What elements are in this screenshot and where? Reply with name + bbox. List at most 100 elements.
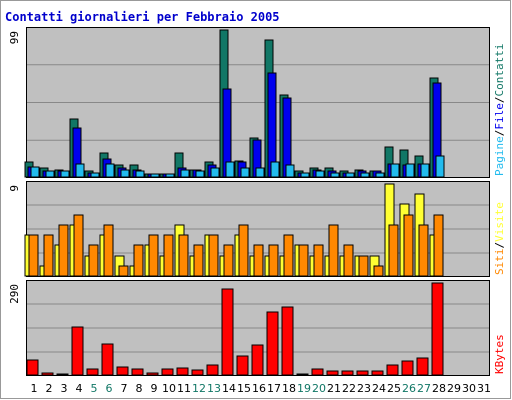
x-tick-label-day-9: 9 [151, 382, 158, 395]
bar-bottom-kbytes-day-7 [116, 366, 129, 376]
bar-middle-siti-day-22 [343, 244, 354, 277]
bar-bottom-kbytes-day-16 [251, 344, 264, 376]
bar-top-pagine-day-15 [240, 167, 250, 178]
x-tick-label-day-1: 1 [31, 382, 38, 395]
legend-entry-middle-2: Visite [493, 202, 506, 242]
bar-bottom-kbytes-day-25 [386, 364, 399, 376]
bar-middle-siti-day-20 [313, 244, 324, 277]
bar-top-pagine-day-14 [225, 161, 235, 178]
x-axis: 1 2 3 4 5 6 7 8 9 10 11 12 13 14 15 16 17 18 19 20 21 22 23 24 2… [31, 382, 492, 395]
bar-middle-siti-day-4 [73, 214, 84, 277]
bar-middle-siti-day-1 [28, 234, 39, 277]
x-tick-label-day-22: 22 [342, 382, 356, 395]
y-max-label-bottom: 290 [8, 284, 21, 304]
bar-top-pagine-day-28 [435, 155, 445, 178]
x-tick-label-day-8: 8 [136, 382, 143, 395]
bar-bottom-kbytes-day-4 [71, 326, 84, 376]
bar-top-pagine-day-9 [150, 173, 160, 178]
x-tick-label-day-4: 4 [76, 382, 83, 395]
bar-middle-siti-day-5 [88, 244, 99, 277]
bar-middle-siti-day-25 [388, 224, 399, 277]
legend-entry-top-4: Contatti [493, 44, 506, 97]
x-tick-label-day-18: 18 [282, 382, 296, 395]
x-tick-label-day-15: 15 [237, 382, 251, 395]
bar-top-pagine-day-27 [420, 163, 430, 178]
bar-middle-siti-day-2 [43, 234, 54, 277]
bar-bottom-kbytes-day-11 [176, 367, 189, 376]
bar-middle-siti-day-19 [298, 244, 309, 277]
x-tick-label-day-21: 21 [327, 382, 341, 395]
bar-top-file-day-17 [267, 72, 277, 178]
bar-top-pagine-day-12 [195, 170, 205, 178]
x-tick-label-day-17: 17 [267, 382, 281, 395]
bar-top-pagine-day-1 [30, 166, 40, 178]
bar-bottom-kbytes-day-23 [356, 370, 369, 376]
bar-bottom-kbytes-day-19 [296, 373, 309, 376]
bar-bottom-kbytes-day-17 [266, 311, 279, 376]
bar-bottom-kbytes-day-12 [191, 369, 204, 376]
bar-top-pagine-day-19 [300, 172, 310, 178]
x-tick-label-day-27: 27 [417, 382, 431, 395]
bar-middle-siti-day-14 [223, 244, 234, 277]
legend-entry-bottom-0: KBytes [493, 334, 506, 374]
bar-middle-siti-day-13 [208, 234, 219, 277]
bar-middle-siti-day-27 [418, 224, 429, 277]
bar-bottom-kbytes-day-24 [371, 370, 384, 376]
bar-middle-siti-day-8 [133, 244, 144, 277]
legend-entry-middle-1: / [493, 242, 506, 249]
legend-middle: Siti/Visite [493, 202, 506, 275]
bar-middle-siti-day-18 [283, 234, 294, 277]
bar-middle-siti-day-9 [148, 234, 159, 277]
x-tick-label-day-24: 24 [372, 382, 386, 395]
x-tick-label-day-28: 28 [432, 382, 446, 395]
bar-bottom-kbytes-day-14 [221, 288, 234, 376]
bar-top-pagine-day-6 [105, 163, 115, 178]
bar-middle-siti-day-24 [373, 265, 384, 277]
bar-bottom-kbytes-day-3 [56, 373, 69, 376]
bar-top-pagine-day-4 [75, 163, 85, 178]
x-tick-label-day-5: 5 [91, 382, 98, 395]
bar-top-pagine-day-5 [90, 172, 100, 178]
bar-bottom-kbytes-day-20 [311, 368, 324, 376]
x-tick-label-day-12: 12 [192, 382, 206, 395]
bar-top-pagine-day-20 [315, 170, 325, 178]
bar-bottom-kbytes-day-9 [146, 372, 159, 376]
bar-top-pagine-day-25 [390, 163, 400, 178]
bar-top-pagine-day-10 [165, 173, 175, 178]
bar-bottom-kbytes-day-1 [26, 359, 39, 376]
bar-top-pagine-day-3 [60, 170, 70, 178]
x-tick-label-day-16: 16 [252, 382, 266, 395]
panel-bottom: 290 KBytes [8, 280, 506, 376]
x-tick-label-day-31: 31 [477, 382, 491, 395]
x-tick-label-day-23: 23 [357, 382, 371, 395]
bar-middle-siti-day-11 [178, 234, 189, 277]
bar-bottom-kbytes-day-15 [236, 355, 249, 376]
x-tick-label-day-25: 25 [387, 382, 401, 395]
bar-middle-siti-day-23 [358, 255, 369, 277]
bar-bottom-kbytes-day-26 [401, 360, 414, 376]
bar-top-pagine-day-11 [180, 169, 190, 178]
bar-top-pagine-day-17 [270, 161, 280, 178]
chart-title: Contatti giornalieri per Febbraio 2005 [5, 10, 280, 24]
bar-top-pagine-day-18 [285, 164, 295, 178]
y-max-label-middle: 9 [8, 185, 21, 192]
bar-bottom-kbytes-day-10 [161, 368, 174, 376]
x-tick-label-day-30: 30 [462, 382, 476, 395]
bar-middle-siti-day-17 [268, 244, 279, 277]
x-tick-label-day-6: 6 [106, 382, 113, 395]
bar-bottom-kbytes-day-22 [341, 370, 354, 376]
bar-middle-siti-day-7 [118, 265, 129, 277]
x-tick-label-day-7: 7 [121, 382, 128, 395]
bar-middle-siti-day-10 [163, 234, 174, 277]
bar-bottom-kbytes-day-6 [101, 343, 114, 376]
x-tick-label-day-10: 10 [162, 382, 176, 395]
legend-entry-top-1: / [493, 130, 506, 137]
panel-middle: 9 Siti/Visite [8, 181, 506, 277]
legend-entry-top-2: File [493, 103, 506, 130]
x-tick-label-day-3: 3 [61, 382, 68, 395]
bar-bottom-kbytes-day-13 [206, 364, 219, 376]
bar-top-pagine-day-13 [210, 167, 220, 178]
bar-top-pagine-day-26 [405, 163, 415, 178]
